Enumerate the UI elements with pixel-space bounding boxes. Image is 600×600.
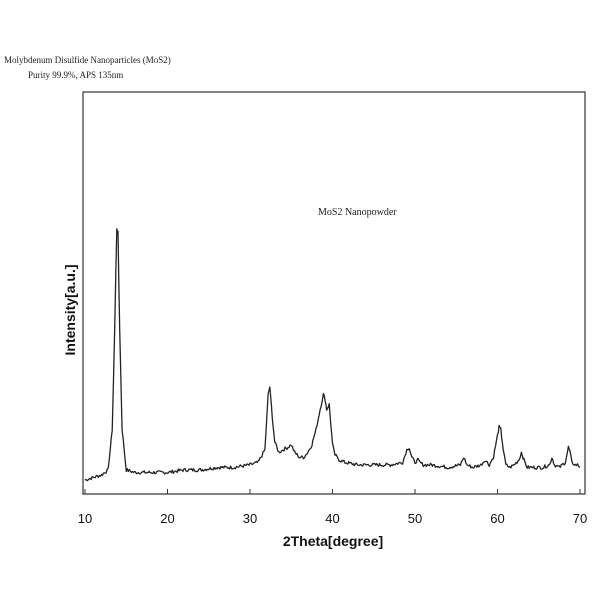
x-tick-label: 60 xyxy=(490,511,504,526)
x-tick-label: 30 xyxy=(243,511,257,526)
page-title: Molybdenum Disulfide Nanoparticles (MoS2… xyxy=(4,55,171,65)
xrd-series-line xyxy=(84,228,581,482)
x-axis-title: 2Theta[degree] xyxy=(283,533,383,549)
x-ticks: 10 20 30 40 50 60 70 xyxy=(78,489,587,526)
x-tick-label: 50 xyxy=(408,511,422,526)
x-tick-label: 20 xyxy=(160,511,174,526)
x-tick-label: 70 xyxy=(573,511,587,526)
y-axis-title: Intensity[a.u.] xyxy=(62,264,78,355)
page-subtitle: Purity 99.9%, APS 135nm xyxy=(28,70,124,80)
chart-annotation: MoS2 Nanopowder xyxy=(318,207,397,218)
x-tick-label: 10 xyxy=(78,511,92,526)
x-tick-label: 40 xyxy=(325,511,339,526)
plot-frame xyxy=(82,91,586,495)
